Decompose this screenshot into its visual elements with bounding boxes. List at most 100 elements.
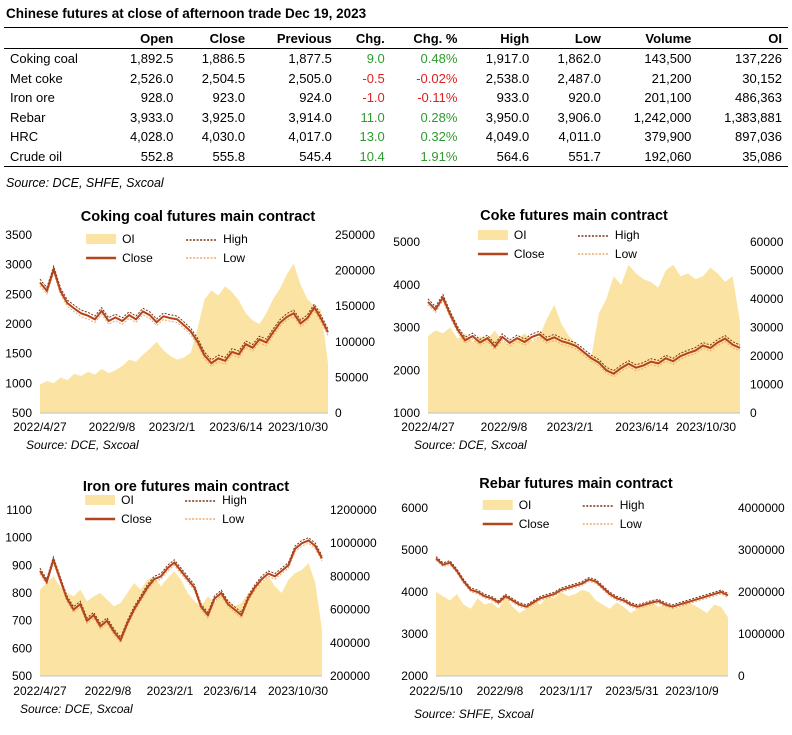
high-line [435, 556, 729, 606]
cell-low: 2,487.0 [557, 70, 601, 86]
cell-close: 923.0 [212, 90, 246, 106]
x-tick-label: 2022/9/8 [481, 420, 528, 434]
y-tick-label: 5000 [401, 543, 428, 557]
cell-volume: 379,900 [644, 129, 692, 145]
row-name: HRC [10, 129, 39, 145]
chart-source-note: Source: DCE, Sxcoal [414, 438, 527, 452]
cell-chg-pct: 1.91% [390, 146, 464, 167]
chart-source-note: Source: DCE, Sxcoal [26, 438, 139, 452]
x-tick-label: 2023/10/30 [268, 684, 328, 698]
y2-tick-label: 100000 [335, 335, 375, 349]
cell-close: 4,030.0 [201, 129, 246, 145]
legend-close-label: Close [122, 251, 153, 265]
y-tick-label: 1000 [5, 531, 32, 545]
cell-chg: 11.0 [360, 109, 385, 125]
legend-oi-label: OI [514, 228, 527, 242]
low-line [435, 559, 729, 610]
cell-chg-pct: 0.32% [420, 129, 458, 145]
low-line [427, 299, 741, 378]
y-tick-label: 3000 [393, 321, 420, 335]
table-row: Coking coal 1,892.5 1,886.5 1,877.5 9.0 … [4, 49, 788, 69]
y-tick-label: 2500 [5, 287, 32, 301]
x-tick-label: 2023/2/1 [147, 684, 194, 698]
legend-high-label: High [223, 232, 248, 246]
y-tick-label: 3000 [401, 627, 428, 641]
y2-tick-label: 3000000 [738, 543, 785, 557]
futures-table: Open Close Previous Chg. Chg. % High Low… [4, 27, 788, 167]
table-row: Iron ore 928.0 923.0 924.0 -1.0 -0.11% 9… [4, 88, 788, 108]
y2-tick-label: 20000 [750, 349, 784, 363]
cell-high: 4,049.0 [485, 129, 530, 145]
legend-oi-label: OI [122, 232, 135, 246]
cell-previous: 3,914.0 [288, 109, 332, 125]
cell-previous: 924.0 [299, 90, 332, 106]
y2-tick-label: 2000000 [738, 585, 785, 599]
cell-volume: 192,060 [606, 146, 698, 167]
legend-oi-swatch [85, 495, 116, 505]
cell-chg-pct: 0.48% [420, 51, 458, 67]
y-tick-label: 1000 [5, 376, 32, 390]
cell-chg-pct: -0.11% [417, 90, 458, 106]
x-tick-label: 2022/4/27 [13, 684, 67, 698]
y-tick-label: 2000 [401, 669, 428, 683]
y-tick-label: 1500 [5, 347, 32, 361]
x-tick-label: 2022/9/8 [85, 684, 132, 698]
close-line [427, 295, 741, 375]
y-tick-label: 600 [12, 641, 32, 655]
cell-close: 1,886.5 [201, 51, 246, 67]
oi-area [40, 563, 322, 676]
column-header-close: Close [179, 27, 252, 49]
y-tick-label: 3000 [5, 258, 32, 272]
y-tick-label: 800 [12, 586, 32, 600]
y2-tick-label: 40000 [750, 292, 784, 306]
cell-previous: 4,017.0 [288, 129, 332, 145]
oi-area [40, 263, 328, 413]
cell-oi: 486,363 [735, 90, 782, 106]
row-name: Met coke [10, 70, 63, 86]
cell-chg-pct: 0.28% [420, 109, 458, 125]
x-tick-label: 2023/6/14 [615, 420, 669, 434]
y-tick-label: 4000 [401, 585, 428, 599]
cell-volume: 143,500 [644, 51, 692, 67]
y-tick-label: 6000 [401, 501, 428, 515]
cell-low: 1,862.0 [557, 51, 601, 67]
cell-previous: 2,505.0 [288, 70, 332, 86]
page-title: Chinese futures at close of afternoon tr… [6, 6, 367, 21]
y-tick-label: 500 [12, 669, 32, 683]
y2-tick-label: 200000 [330, 669, 370, 683]
cell-chg-pct: -0.02% [416, 70, 458, 86]
column-header-low: Low [535, 27, 607, 49]
y2-tick-label: 60000 [750, 235, 784, 249]
cell-open: 928.0 [140, 90, 174, 106]
legend-low-label: Low [615, 247, 637, 261]
x-tick-label: 2023/6/14 [203, 684, 257, 698]
y-tick-label: 5000 [393, 235, 420, 249]
low-line [39, 271, 329, 368]
cell-high: 2,538.0 [485, 70, 530, 86]
x-tick-label: 2023/10/30 [676, 420, 736, 434]
table-header-row: Open Close Previous Chg. Chg. % High Low… [4, 27, 788, 49]
cell-low: 4,011.0 [558, 129, 601, 145]
cell-previous: 1,877.5 [288, 51, 332, 67]
column-header-open: Open [107, 27, 180, 49]
y2-tick-label: 200000 [335, 264, 375, 278]
y-tick-label: 500 [12, 406, 32, 420]
cell-close: 2,504.5 [201, 70, 246, 86]
column-header-volume: Volume [606, 27, 698, 49]
x-tick-label: 2023/2/1 [149, 420, 196, 434]
y2-tick-label: 50000 [335, 370, 369, 384]
cell-chg: 13.0 [359, 129, 385, 145]
y2-tick-label: 50000 [750, 264, 784, 278]
chart-source-note: Source: SHFE, Sxcoal [414, 707, 534, 721]
legend-close-label: Close [519, 517, 550, 531]
chart-title: Iron ore futures main contract [83, 479, 289, 495]
legend-oi-label: OI [519, 498, 532, 512]
cell-high: 1,917.0 [485, 51, 530, 67]
table-row: Rebar 3,933.0 3,925.0 3,914.0 11.0 0.28%… [4, 108, 788, 128]
cell-oi: 35,086 [697, 146, 788, 167]
legend-high-label: High [222, 493, 247, 507]
y2-tick-label: 1000000 [738, 627, 785, 641]
column-header-previous: Previous [251, 27, 338, 49]
cell-open: 552.8 [107, 146, 180, 167]
cell-oi: 137,226 [735, 51, 782, 67]
